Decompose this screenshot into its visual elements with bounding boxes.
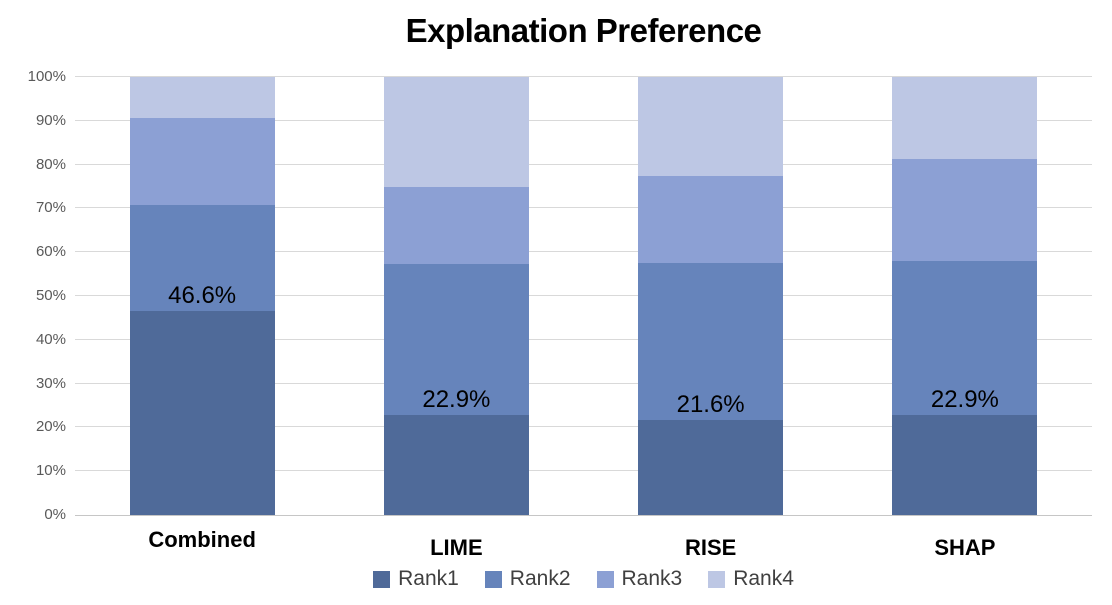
gridline [75,251,1092,253]
x-category-label-combined: Combined [148,527,256,552]
legend-item-rank1: Rank1 [373,567,459,591]
bar-segment-rank4 [892,77,1038,159]
legend-label: Rank2 [509,567,571,590]
y-tick-label: 100% [27,68,66,85]
x-axis-line [75,515,1092,516]
legend-label: Rank4 [733,567,794,590]
bar-segment-rank3 [892,158,1038,261]
bar-column-shap: 22.9% [838,77,1092,515]
gridline [75,207,1092,209]
y-tick-label: 90% [35,111,66,129]
bar-column-lime: 22.9% [329,77,583,515]
gridline [75,295,1092,296]
bar-segment-rank2 [129,204,275,311]
bar-segment-rank4 [383,77,529,187]
bar-segment-rank2 [892,260,1038,415]
bar-segment-rank1 [892,414,1038,515]
chart-title: Explanation Preference [405,12,762,49]
y-axis-tick-labels: 0% 10% 20% 30% 40% 50% 60% 70% 80% 90% 100% [0,69,66,523]
y-tick-label: 30% [35,374,66,392]
legend-item-rank3: Rank3 [596,567,683,591]
bar-segment-rank2 [638,263,784,421]
gridline [75,382,1092,384]
stacked-bar: 22.9% [892,77,1038,515]
bar-segment-rank1 [638,420,784,515]
bar-segment-rank1 [129,310,275,515]
bar-data-label: 46.6% [168,281,237,309]
x-category-label-lime: LIME [430,535,483,560]
bar-segment-rank4 [129,77,275,118]
bar-segment-rank3 [638,176,784,264]
bar-columns: 46.6% 22.9% 21.6% 22.9% [75,77,1092,515]
gridline [75,470,1092,472]
gridline [75,163,1092,165]
legend-item-rank4: Rank4 [708,567,794,591]
y-tick-label: 10% [35,462,66,480]
bar-data-label: 22.9% [930,385,999,413]
gridline [75,426,1092,428]
y-tick-label: 70% [35,199,66,217]
gridline [75,76,1092,77]
bar-column-rise: 21.6% [584,77,838,515]
legend-label: Rank3 [621,567,683,590]
bar-data-label: 21.6% [676,391,745,419]
y-tick-label: 60% [35,243,66,261]
y-tick-label: 0% [44,506,66,523]
legend-swatch-icon [484,570,502,588]
legend: Rank1 Rank2 Rank3 Rank4 [75,567,1092,591]
stacked-bar: 22.9% [383,77,529,515]
legend-swatch-icon [708,570,726,588]
bar-segment-rank3 [383,186,529,264]
legend-swatch-icon [373,570,391,588]
bar-segment-rank4 [638,77,784,177]
bar-data-label: 22.9% [422,385,491,413]
legend-swatch-icon [596,570,614,588]
gridline [75,338,1092,340]
bar-segment-rank3 [129,117,275,205]
bar-segment-rank1 [383,414,529,515]
x-category-label-shap: SHAP [934,535,996,560]
x-axis-category-labels: Combined LIME RISE SHAP [75,515,1092,561]
legend-label: Rank1 [398,567,459,590]
gridline [75,119,1092,121]
stacked-bar: 21.6% [638,77,784,515]
bar-column-combined: 46.6% [75,77,329,515]
x-category-label-rise: RISE [684,535,737,560]
y-tick-label: 40% [35,330,66,348]
plot-area: 46.6% 22.9% 21.6% 22.9% [75,76,1092,516]
bar-segment-rank2 [383,263,529,415]
y-tick-label: 80% [35,155,66,173]
legend-item-rank2: Rank2 [484,567,571,591]
stacked-bar: 46.6% [129,77,275,515]
y-tick-label: 50% [35,287,66,304]
y-tick-label: 20% [35,418,66,436]
